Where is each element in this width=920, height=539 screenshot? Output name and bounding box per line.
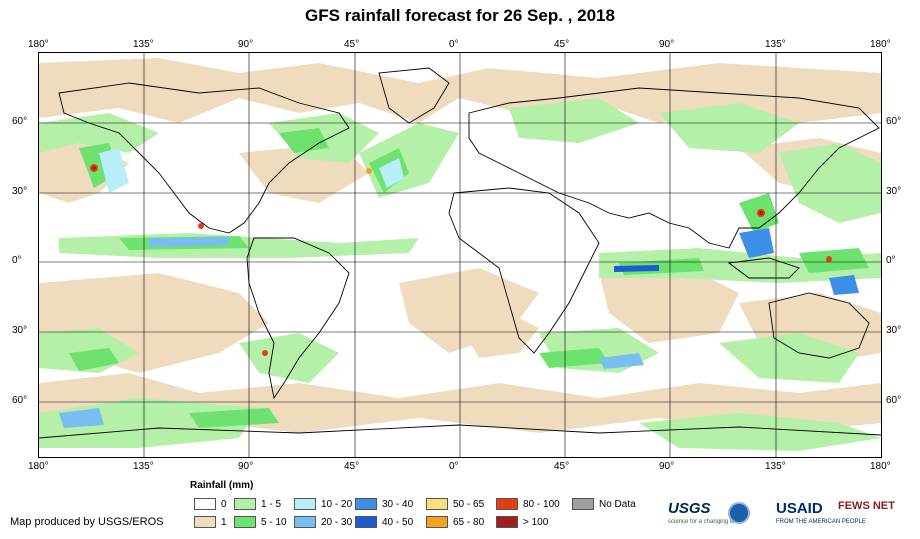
legend-swatch [496,516,518,528]
legend-label: 1 [221,516,227,528]
bottom-longitude-label-5: 45° [554,461,570,472]
top-longitude-label-2: 90° [238,39,254,50]
usaid-logo: USAID [776,500,823,517]
legend-label: 0 [221,498,227,510]
rainfall-map-graphic [39,53,881,457]
latitude-label-left-0: 60° [12,116,28,127]
legend-swatch [234,498,256,510]
legend-label: 5 - 10 [261,516,287,528]
bottom-longitude-label-8: 180° [870,461,891,472]
latitude-label-left-3: 30° [12,325,28,336]
top-longitude-label-4: 0° [449,39,459,50]
legend-label: 40 - 50 [382,516,414,528]
usaid-tagline: FROM THE AMERICAN PEOPLE [776,519,866,525]
legend-item: 65 - 80 [426,516,484,528]
legend-label: 80 - 100 [523,498,560,510]
legend-swatch [355,516,377,528]
legend-item: 40 - 50 [355,516,413,528]
legend-item: 50 - 65 [426,498,484,510]
bottom-longitude-label-0: 180° [28,461,49,472]
top-longitude-label-8: 180° [870,39,891,50]
usgs-tagline: science for a changing world [668,519,745,525]
bottom-longitude-label-4: 0° [449,461,459,472]
legend-swatch [294,498,316,510]
latitude-label-right-4: 60° [886,395,902,406]
legend-swatch [496,498,518,510]
latitude-label-right-2: 0° [886,255,896,266]
legend-item: 1 [194,516,227,528]
bottom-longitude-label-3: 45° [344,461,360,472]
legend-label: 30 - 40 [382,498,414,510]
legend-item: > 100 [496,516,548,528]
latitude-label-right-1: 30° [886,186,902,197]
legend-item: 10 - 20 [294,498,352,510]
top-longitude-label-7: 135° [765,39,786,50]
legend-swatch [426,498,448,510]
latitude-label-right-3: 30° [886,325,902,336]
legend-swatch [194,498,216,510]
legend-item: 30 - 40 [355,498,413,510]
top-longitude-label-6: 90° [659,39,675,50]
legend-item: 0 [194,498,227,510]
rainfall-map [38,52,882,458]
latitude-label-left-4: 60° [12,395,28,406]
top-longitude-label-1: 135° [133,39,154,50]
legend-item: 20 - 30 [294,516,352,528]
legend-swatch [294,516,316,528]
legend-item: 80 - 100 [496,498,560,510]
fews-net-logo: FEWS NET [838,500,895,512]
graticule [39,53,881,457]
bottom-longitude-label-6: 90° [659,461,675,472]
legend-swatch [572,498,594,510]
latitude-label-left-1: 30° [12,186,28,197]
legend-label: 50 - 65 [453,498,485,510]
bottom-longitude-label-7: 135° [765,461,786,472]
bottom-longitude-label-2: 90° [238,461,254,472]
top-longitude-label-0: 180° [28,39,49,50]
legend-label: 65 - 80 [453,516,485,528]
legend-label: > 100 [523,516,549,528]
noaa-seal-icon [728,502,750,524]
legend-swatch [426,516,448,528]
top-longitude-label-5: 45° [554,39,570,50]
top-longitude-label-3: 45° [344,39,360,50]
bottom-longitude-label-1: 135° [133,461,154,472]
legend-swatch [194,516,216,528]
legend-swatch [234,516,256,528]
map-title: GFS rainfall forecast for 26 Sep. , 2018 [305,6,615,25]
legend-label: 20 - 30 [321,516,353,528]
legend-item: No Data [572,498,636,510]
continent-outlines [39,67,881,439]
latitude-label-left-2: 0° [12,255,22,266]
legend-label: 1 - 5 [261,498,282,510]
legend-label: 10 - 20 [321,498,353,510]
usgs-logo: USGS [668,500,711,517]
legend-item: 1 - 5 [234,498,281,510]
legend-label: No Data [599,498,636,510]
legend-item: 5 - 10 [234,516,287,528]
legend-swatch [355,498,377,510]
latitude-label-right-0: 60° [886,116,902,127]
credit-text: Map produced by USGS/EROS [10,516,164,528]
legend-title: Rainfall (mm) [190,480,254,491]
